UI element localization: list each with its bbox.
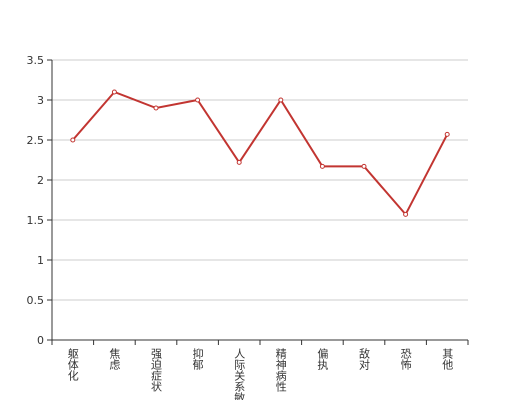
y-tick-label: 3 [37,94,44,107]
x-tick-label: 躯体化 [66,348,79,382]
point [153,105,159,111]
x-tick-label: 其他 [441,348,454,370]
x-tick-label: 人际关系敏感 [233,348,246,400]
x-tick-label: 强迫症状 [150,348,163,392]
point [319,163,325,169]
point [361,163,367,169]
point [111,89,117,95]
point [444,131,450,137]
x-tick-label: 敌对 [358,347,371,370]
x-tick-label: 精神病性 [274,348,287,393]
y-tick-label: 2 [37,174,44,187]
x-tick-label: 抑郁 [191,347,204,370]
y-tick-label: 0.5 [27,294,45,307]
y-tick-label: 2.5 [27,134,45,147]
y-tick-label: 1 [37,254,44,267]
point [403,211,409,217]
x-tick-label: 恐怖 [399,348,412,370]
point [278,97,284,103]
y-tick-label: 3.5 [27,54,45,67]
point [195,97,201,103]
line [72,90,449,217]
x-tick-label: 焦虑 [108,348,121,370]
point [236,159,242,165]
y-tick-label: 1.5 [27,214,45,227]
y-tick-label: 0 [37,334,44,347]
point [70,137,76,143]
x-tick-label: 偏执 [316,347,329,371]
